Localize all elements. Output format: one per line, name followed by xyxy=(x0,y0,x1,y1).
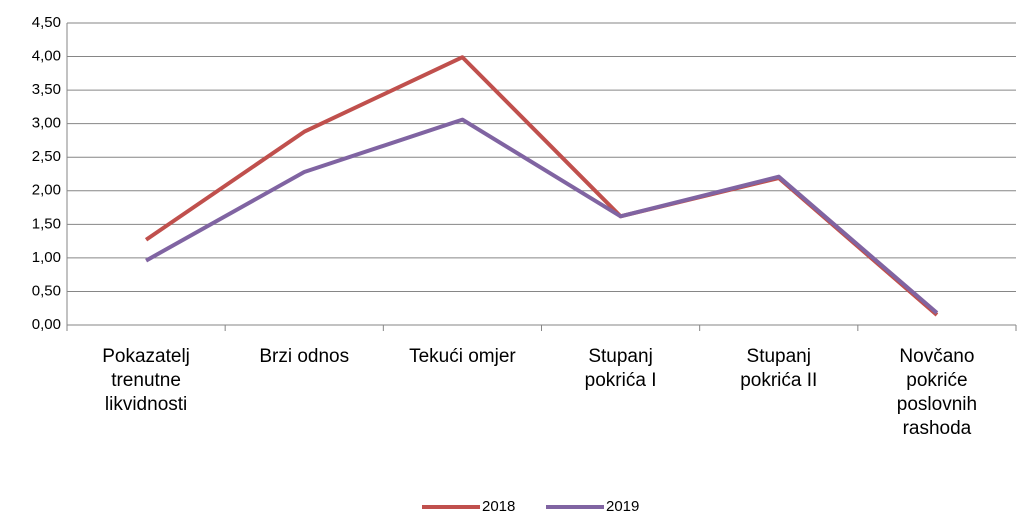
y-tick-label: 0,00 xyxy=(32,316,61,333)
y-tick-label: 4,00 xyxy=(32,48,61,65)
x-tick-label: Pokazatelj trenutne likvidnosti xyxy=(102,346,190,415)
y-tick-label: 1,50 xyxy=(32,215,61,232)
x-tick-label: Tekući omjer xyxy=(409,346,516,367)
y-tick-label: 3,50 xyxy=(32,81,61,98)
series-line xyxy=(145,117,939,315)
y-tick-label: 1,00 xyxy=(32,249,61,266)
y-tick-label: 0,50 xyxy=(32,282,61,299)
x-tick-label: Novčano pokriće poslovnih rashoda xyxy=(896,346,978,439)
x-tick-label: Stupanj pokrića II xyxy=(740,346,818,391)
y-tick-label: 2,00 xyxy=(32,182,61,199)
y-tick-label: 3,00 xyxy=(32,115,61,132)
legend-label: 2019 xyxy=(606,498,639,515)
x-tick-label: Brzi odnos xyxy=(259,346,350,367)
legend-label: 2018 xyxy=(482,498,515,515)
y-tick-label: 2,50 xyxy=(32,148,61,165)
x-tick-label: Stupanj pokrića I xyxy=(584,346,657,391)
y-tick-label: 4,50 xyxy=(32,14,61,31)
series-line xyxy=(144,55,939,317)
